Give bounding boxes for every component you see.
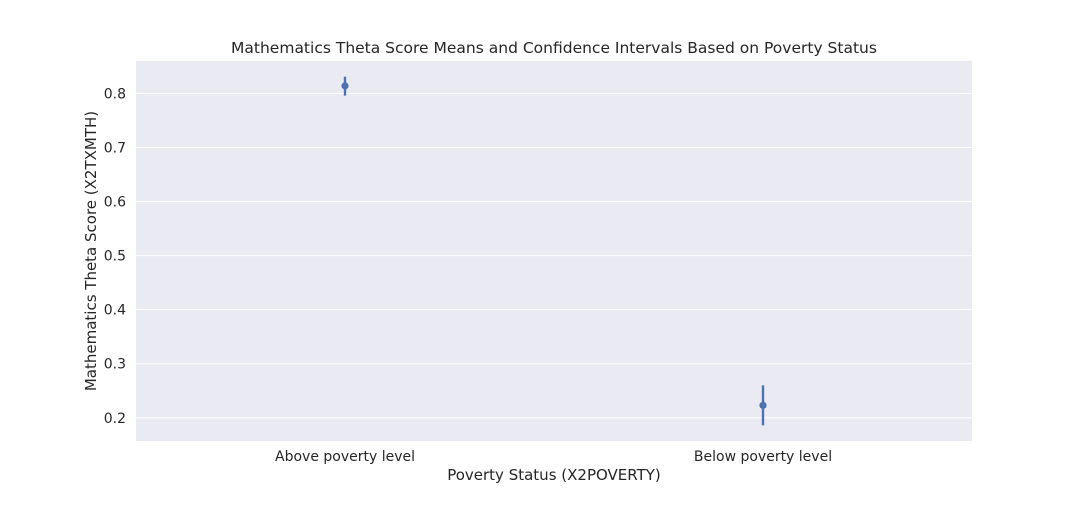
y-tick-label: 0.5 [104, 249, 126, 265]
y-tick-label: 0.8 [104, 86, 126, 102]
y-tick-label: 0.2 [104, 411, 126, 427]
mean-point [341, 82, 349, 90]
y-tick-label: 0.6 [104, 195, 126, 211]
x-tick-labels: Above poverty level Below poverty level [275, 449, 832, 465]
grid-lines [136, 92, 972, 419]
y-tick-labels: 0.2 0.3 0.4 0.5 0.6 0.7 0.8 [104, 86, 126, 426]
y-tick-label: 0.3 [104, 357, 126, 373]
plot-area [136, 61, 972, 441]
y-axis-label: Mathematics Theta Score (X2TXMTH) [82, 111, 100, 391]
x-tick-label: Below poverty level [694, 449, 832, 465]
chart-title: Mathematics Theta Score Means and Confid… [231, 39, 877, 57]
x-tick-label: Above poverty level [275, 449, 415, 465]
y-tick-label: 0.7 [104, 140, 126, 156]
x-axis-label: Poverty Status (X2POVERTY) [447, 466, 661, 484]
mean-point [759, 401, 767, 409]
data-marks [341, 76, 767, 426]
y-tick-label: 0.4 [104, 303, 126, 319]
